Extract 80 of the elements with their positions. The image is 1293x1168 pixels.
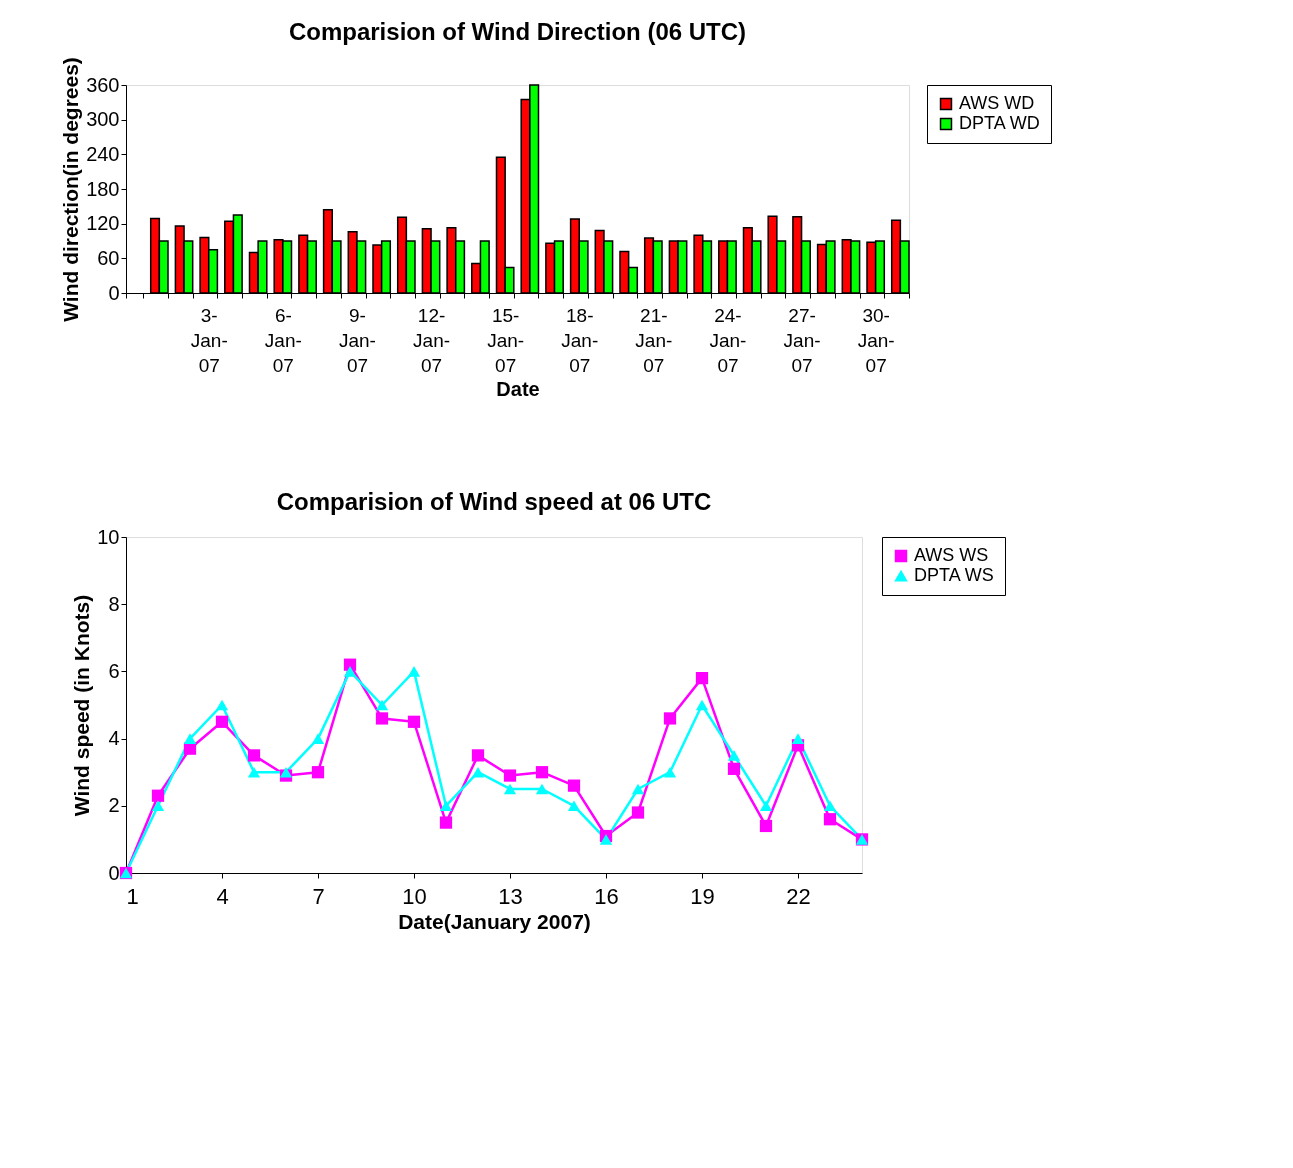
point <box>663 766 677 778</box>
y-tick-label: 10 <box>97 525 120 548</box>
point <box>343 666 357 677</box>
x-tick-label: 24-Jan-07 <box>709 304 747 376</box>
point <box>151 789 165 802</box>
x-tick-label: 3-Jan-07 <box>190 304 228 376</box>
point <box>503 769 517 782</box>
y-tick-label: 120 <box>86 212 120 235</box>
point <box>759 819 773 833</box>
y-tick-label: 6 <box>108 659 120 682</box>
x-tick-label: 27-Jan-07 <box>783 304 821 376</box>
x-tick-label: 12-Jan-07 <box>413 304 451 376</box>
chart-title: Comparision of Wind Direction (06 UTC) <box>288 17 747 45</box>
point <box>183 733 197 744</box>
y-tick-label: 360 <box>86 73 120 96</box>
x-tick-label: 10 <box>402 883 427 909</box>
x-tick-label: 21-Jan-07 <box>635 304 673 376</box>
y-tick-label: 300 <box>86 108 120 131</box>
chart-title: Comparision of Wind speed at 06 UTC <box>276 488 712 515</box>
legend-label: AWS WS <box>914 545 989 565</box>
y-tick-label: 2 <box>108 794 120 817</box>
point <box>471 766 485 778</box>
point <box>503 783 517 795</box>
y-tick-label: 0 <box>108 281 120 304</box>
point <box>247 749 261 762</box>
y-tick-label: 240 <box>86 142 120 165</box>
x-tick-label: 15-Jan-07 <box>487 304 525 376</box>
point <box>567 779 581 792</box>
y-axis-title: Wind speed (in Knots) <box>70 594 94 817</box>
point <box>375 699 389 711</box>
point <box>311 733 325 744</box>
point <box>439 816 453 829</box>
point <box>567 800 581 812</box>
point <box>247 766 261 778</box>
x-tick-label: 1 <box>126 883 139 909</box>
point <box>215 715 229 728</box>
point <box>727 762 741 775</box>
legend-label: DPTA WS <box>914 565 994 585</box>
point <box>535 783 549 795</box>
legend-label: AWS WD <box>959 93 1035 113</box>
point <box>759 800 773 812</box>
point <box>823 813 837 826</box>
y-axis-title: Wind direction(in degrees) <box>59 57 83 322</box>
x-tick-label: 7 <box>312 883 325 909</box>
point <box>407 666 421 677</box>
point <box>215 699 229 711</box>
point <box>631 783 645 795</box>
x-tick-label: 13 <box>498 883 523 909</box>
x-tick-label: 16 <box>594 883 619 909</box>
x-tick-label: 4 <box>216 883 229 909</box>
point <box>311 766 325 779</box>
point <box>663 712 677 725</box>
x-tick-label: 6-Jan-07 <box>264 304 302 376</box>
point <box>279 766 293 778</box>
point <box>375 712 389 725</box>
point <box>151 800 165 812</box>
legend-label: DPTA WD <box>959 113 1040 133</box>
y-tick-label: 4 <box>108 727 120 750</box>
point <box>727 750 741 761</box>
x-tick-label: 9-Jan-07 <box>338 304 376 376</box>
x-tick-label: 30-Jan-07 <box>857 304 895 376</box>
x-axis-title: Date <box>496 377 540 400</box>
point <box>823 800 837 812</box>
point <box>407 715 421 728</box>
point <box>599 834 613 845</box>
point <box>695 672 709 685</box>
x-tick-label: 18-Jan-07 <box>561 304 599 376</box>
point <box>791 733 805 744</box>
y-tick-label: 60 <box>97 246 120 269</box>
point <box>535 766 549 779</box>
y-tick-label: 8 <box>108 592 120 615</box>
y-tick-label: 0 <box>108 861 120 884</box>
x-axis-title: Date(January 2007) <box>398 909 591 933</box>
point <box>631 806 645 819</box>
x-tick-label: 22 <box>786 883 811 909</box>
point <box>695 699 709 711</box>
point <box>439 800 453 812</box>
y-tick-label: 180 <box>86 177 120 200</box>
x-tick-label: 19 <box>690 883 715 909</box>
point <box>471 749 485 762</box>
